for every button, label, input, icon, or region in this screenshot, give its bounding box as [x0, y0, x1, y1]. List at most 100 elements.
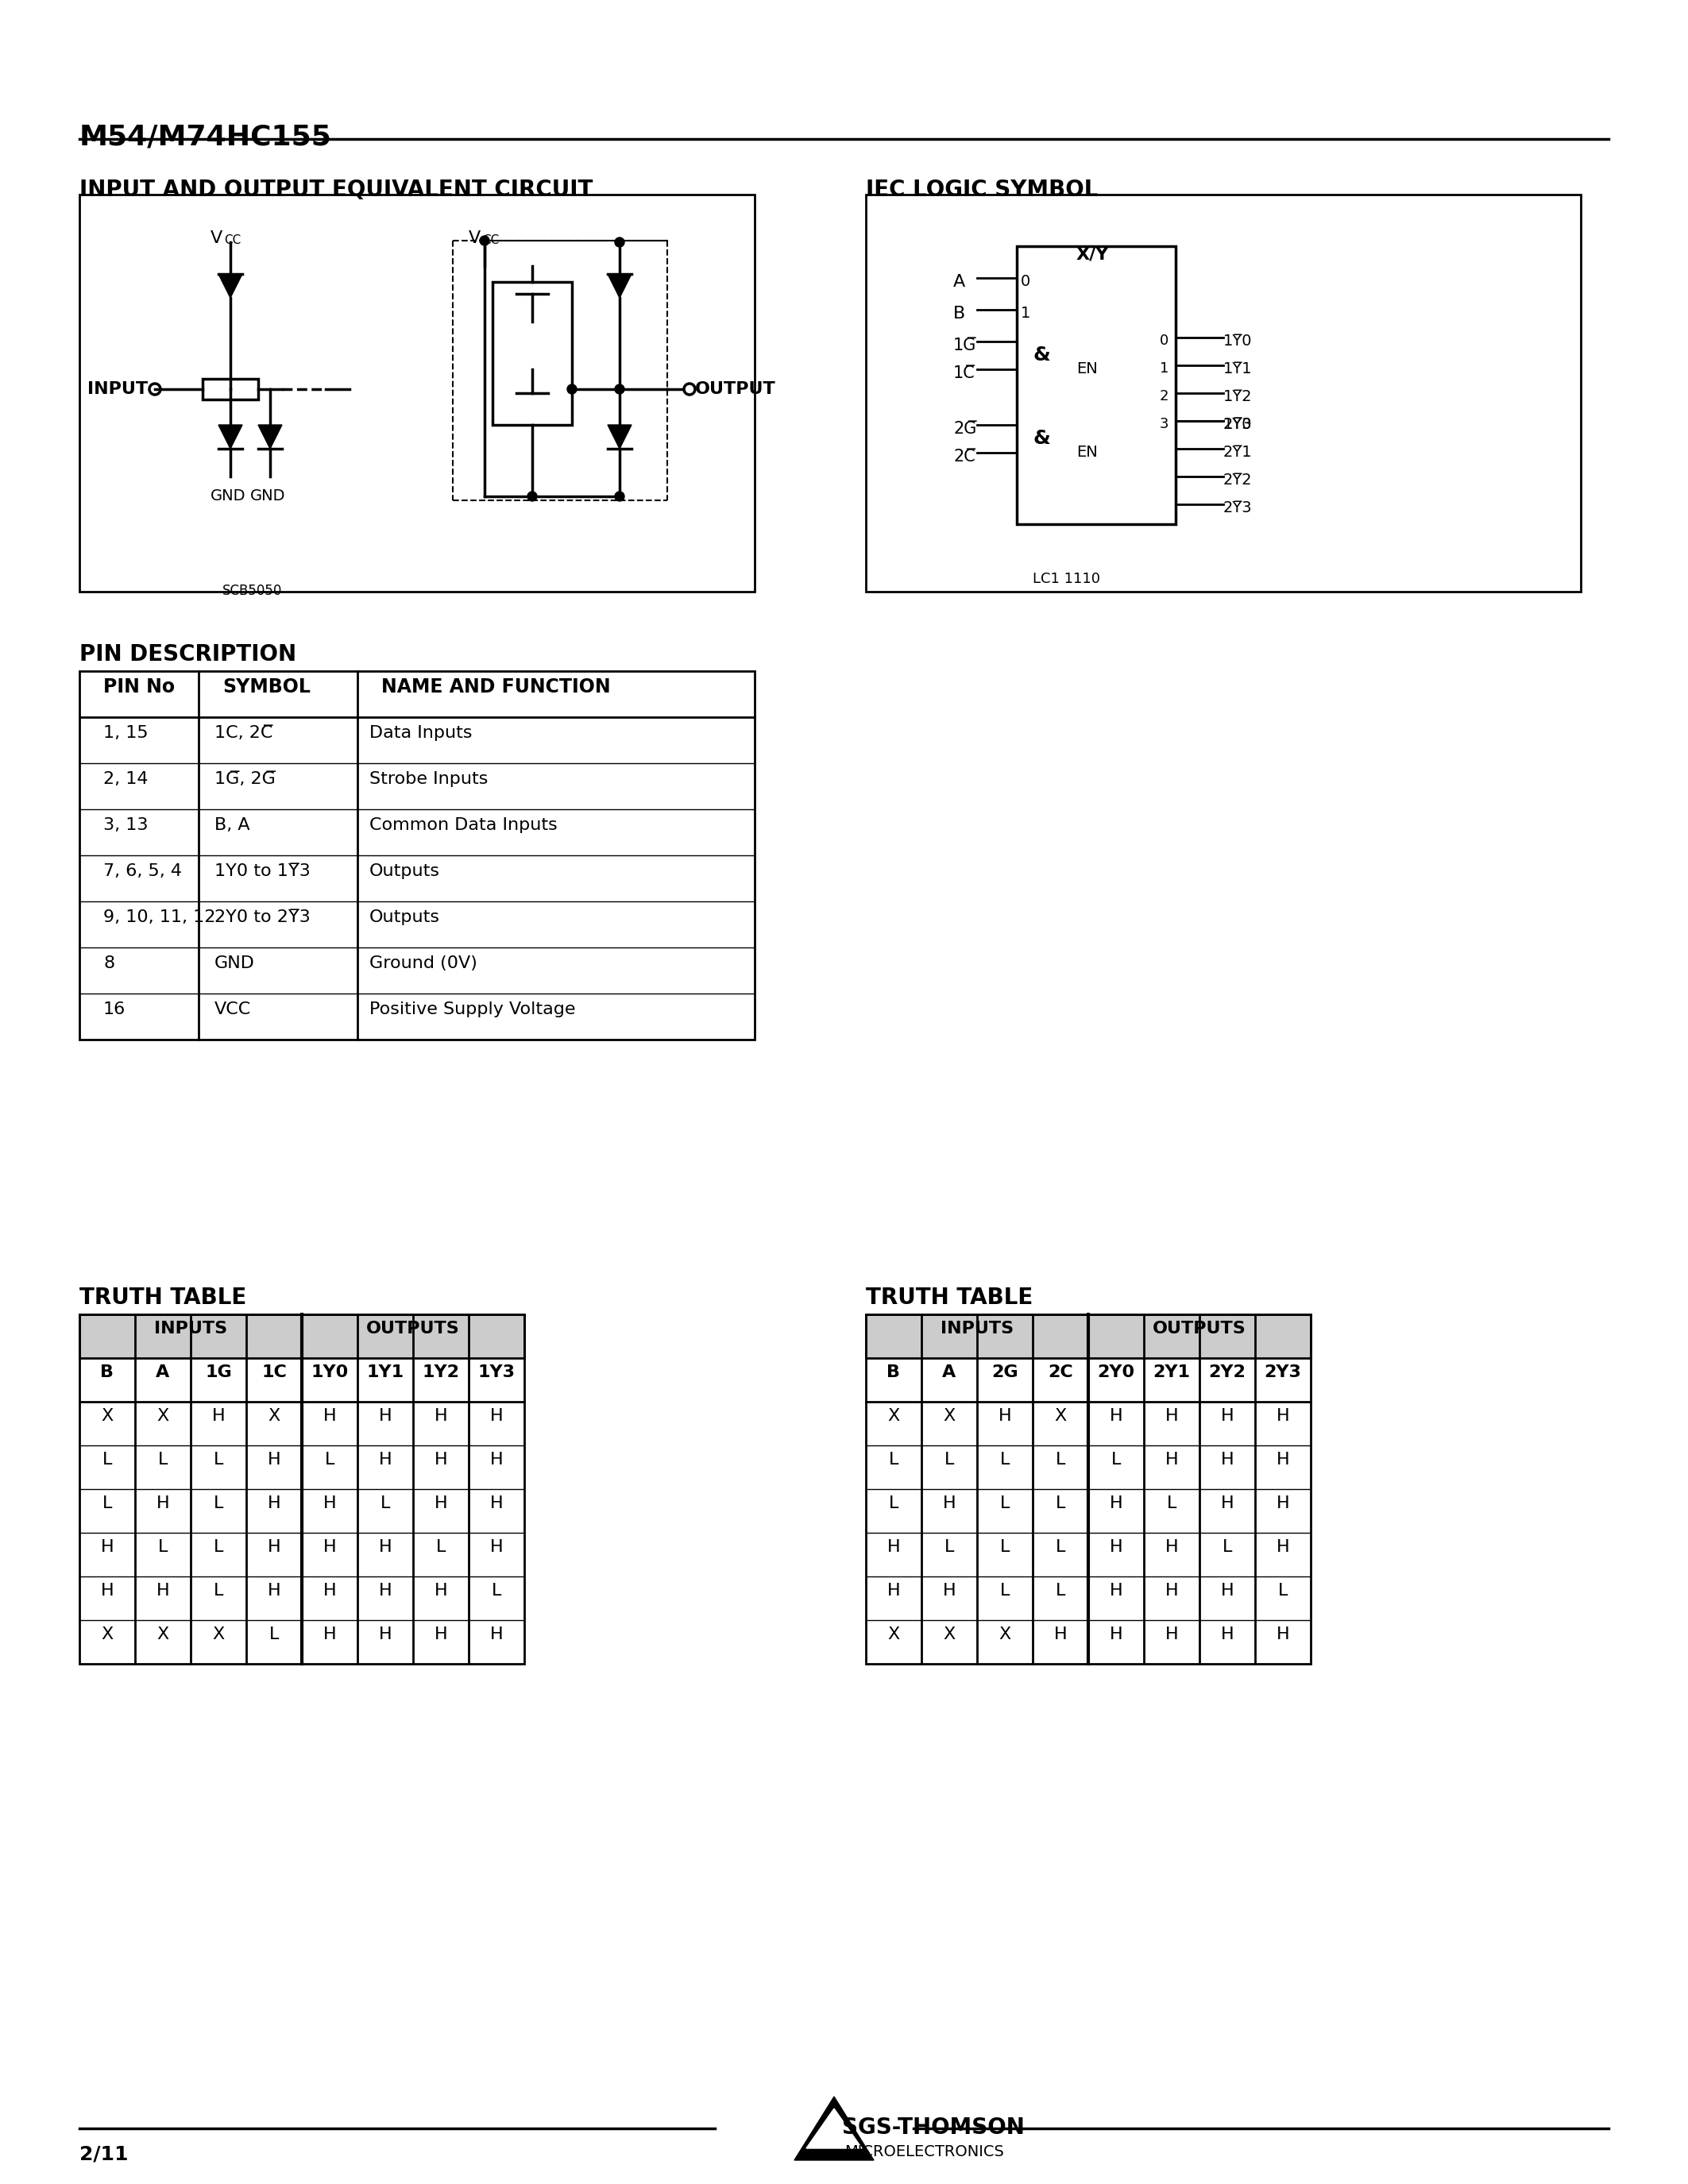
Text: H: H: [1165, 1452, 1178, 1468]
Text: X: X: [101, 1627, 113, 1642]
Text: X: X: [157, 1627, 169, 1642]
Text: H: H: [378, 1583, 392, 1599]
Text: INPUTS: INPUTS: [940, 1321, 1013, 1337]
Text: H: H: [1276, 1452, 1290, 1468]
Text: OUTPUT: OUTPUT: [695, 382, 776, 397]
Text: 3: 3: [1160, 417, 1168, 430]
Text: TRUTH TABLE: TRUTH TABLE: [866, 1286, 1033, 1308]
Text: L: L: [213, 1540, 223, 1555]
Text: Outputs: Outputs: [370, 863, 441, 880]
Text: H: H: [434, 1496, 447, 1511]
Circle shape: [479, 236, 490, 245]
Text: L: L: [436, 1540, 446, 1555]
Text: H: H: [1109, 1409, 1123, 1424]
Text: INPUT AND OUTPUT EQUIVALENT CIRCUIT: INPUT AND OUTPUT EQUIVALENT CIRCUIT: [79, 179, 592, 201]
Text: H: H: [322, 1583, 336, 1599]
Text: H: H: [378, 1409, 392, 1424]
Text: TRUTH TABLE: TRUTH TABLE: [79, 1286, 246, 1308]
Text: 1G̅, 2G̅: 1G̅, 2G̅: [214, 771, 275, 786]
Text: H: H: [434, 1409, 447, 1424]
Text: H: H: [101, 1540, 113, 1555]
Text: X: X: [268, 1409, 280, 1424]
Text: B: B: [954, 306, 966, 321]
Text: B, A: B, A: [214, 817, 250, 832]
Text: H: H: [267, 1583, 280, 1599]
Text: 1Y̅0: 1Y̅0: [1224, 334, 1252, 349]
Text: 1C̅: 1C̅: [954, 365, 976, 382]
Text: H: H: [1165, 1583, 1178, 1599]
Text: L: L: [1055, 1496, 1065, 1511]
Polygon shape: [795, 2097, 874, 2160]
Text: 2Y̅0: 2Y̅0: [1224, 417, 1252, 432]
Text: 1C: 1C: [262, 1365, 287, 1380]
Text: 1Y2: 1Y2: [422, 1365, 459, 1380]
Text: H: H: [434, 1452, 447, 1468]
Text: X: X: [101, 1409, 113, 1424]
Text: L: L: [999, 1452, 1009, 1468]
Text: 2Y0: 2Y0: [1097, 1365, 1134, 1380]
Text: 8: 8: [103, 954, 115, 972]
Text: 1, 15: 1, 15: [103, 725, 149, 740]
Text: H: H: [267, 1452, 280, 1468]
Text: H: H: [1276, 1409, 1290, 1424]
Text: Strobe Inputs: Strobe Inputs: [370, 771, 488, 786]
Text: H: H: [1220, 1627, 1234, 1642]
Text: L: L: [1278, 1583, 1288, 1599]
Text: H: H: [157, 1496, 169, 1511]
Text: H: H: [157, 1583, 169, 1599]
Text: X: X: [888, 1409, 900, 1424]
Text: PIN DESCRIPTION: PIN DESCRIPTION: [79, 644, 297, 666]
Bar: [493, 282, 572, 426]
Text: 0: 0: [1021, 273, 1030, 288]
Text: H: H: [101, 1583, 113, 1599]
Text: INPUTS: INPUTS: [154, 1321, 228, 1337]
Text: EN: EN: [1077, 446, 1097, 461]
Bar: [866, 194, 1580, 592]
Bar: [866, 1315, 1089, 1358]
Text: 1Y̅1: 1Y̅1: [1224, 360, 1252, 376]
Text: 2Y1: 2Y1: [1153, 1365, 1190, 1380]
Text: H: H: [434, 1583, 447, 1599]
Text: H: H: [1053, 1627, 1067, 1642]
Text: H: H: [490, 1452, 503, 1468]
Text: H: H: [490, 1540, 503, 1555]
Text: 1: 1: [1160, 360, 1168, 376]
Text: A: A: [954, 273, 966, 290]
Text: H: H: [1109, 1496, 1123, 1511]
Text: H: H: [1220, 1496, 1234, 1511]
Text: H: H: [322, 1409, 336, 1424]
Text: Outputs: Outputs: [370, 909, 441, 926]
Text: Ground (0V): Ground (0V): [370, 954, 478, 972]
Text: L: L: [103, 1496, 111, 1511]
Bar: [302, 1315, 525, 1358]
Text: 1Y̅3: 1Y̅3: [1224, 417, 1252, 432]
Text: X: X: [944, 1409, 955, 1424]
Text: H: H: [1276, 1496, 1290, 1511]
Text: 1Y3: 1Y3: [478, 1365, 515, 1380]
Text: &: &: [1033, 345, 1050, 365]
Text: X/Y: X/Y: [1077, 247, 1109, 262]
Circle shape: [567, 384, 577, 393]
Text: H: H: [434, 1627, 447, 1642]
Text: L: L: [1055, 1540, 1065, 1555]
Text: PIN No: PIN No: [103, 677, 176, 697]
Text: L: L: [999, 1496, 1009, 1511]
Text: 1C, 2C̅: 1C, 2C̅: [214, 725, 273, 740]
Text: A: A: [155, 1365, 170, 1380]
Text: 0: 0: [1160, 334, 1168, 347]
Text: L: L: [491, 1583, 501, 1599]
Text: Common Data Inputs: Common Data Inputs: [370, 817, 557, 832]
Polygon shape: [258, 426, 282, 448]
Polygon shape: [218, 273, 243, 297]
Text: GND: GND: [250, 489, 285, 505]
Text: H: H: [322, 1627, 336, 1642]
Text: 1Y̅2: 1Y̅2: [1224, 389, 1252, 404]
Text: 2Y2: 2Y2: [1209, 1365, 1246, 1380]
Text: H: H: [1276, 1627, 1290, 1642]
Text: H: H: [1165, 1627, 1178, 1642]
Text: H: H: [1220, 1409, 1234, 1424]
Text: SGS-THOMSON: SGS-THOMSON: [842, 2116, 1025, 2138]
Text: 2/11: 2/11: [79, 2145, 128, 2164]
Bar: [1089, 1315, 1310, 1358]
Text: B: B: [101, 1365, 115, 1380]
